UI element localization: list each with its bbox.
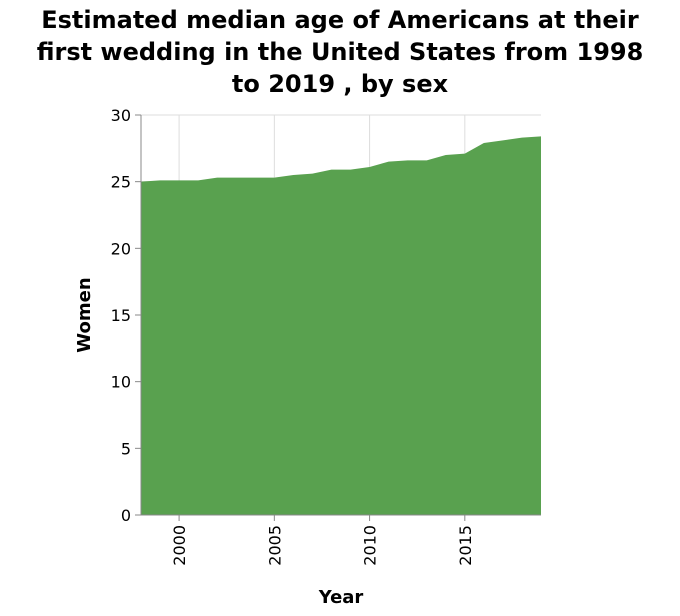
chart-title-line: Estimated median age of Americans at the… <box>41 6 639 34</box>
y-tick-label: 20 <box>111 239 131 258</box>
x-tick-label: 2005 <box>265 525 284 566</box>
x-axis-title: Year <box>318 587 364 608</box>
x-tick-label: 2010 <box>361 525 380 566</box>
x-tick-label: 2000 <box>170 525 189 566</box>
chart-title: Estimated median age of Americans at the… <box>0 4 680 100</box>
chart-title-line: first wedding in the United States from … <box>36 38 644 66</box>
y-tick-label: 0 <box>121 506 131 525</box>
y-tick-label: 15 <box>111 306 131 325</box>
x-tick-label: 2015 <box>456 525 475 566</box>
y-tick-label: 5 <box>121 439 131 458</box>
y-tick-label: 10 <box>111 373 131 392</box>
area-fill <box>141 136 541 516</box>
y-tick-label: 25 <box>111 173 131 192</box>
chart-title-line: to 2019 , by sex <box>231 70 449 98</box>
y-axis-title: Women <box>74 277 95 352</box>
area-series <box>141 136 541 516</box>
axes <box>135 114 541 521</box>
tick-labels: 0 5 10 15 20 25 30 2000 2005 2010 2015 <box>111 106 475 566</box>
y-tick-label: 30 <box>111 106 131 125</box>
